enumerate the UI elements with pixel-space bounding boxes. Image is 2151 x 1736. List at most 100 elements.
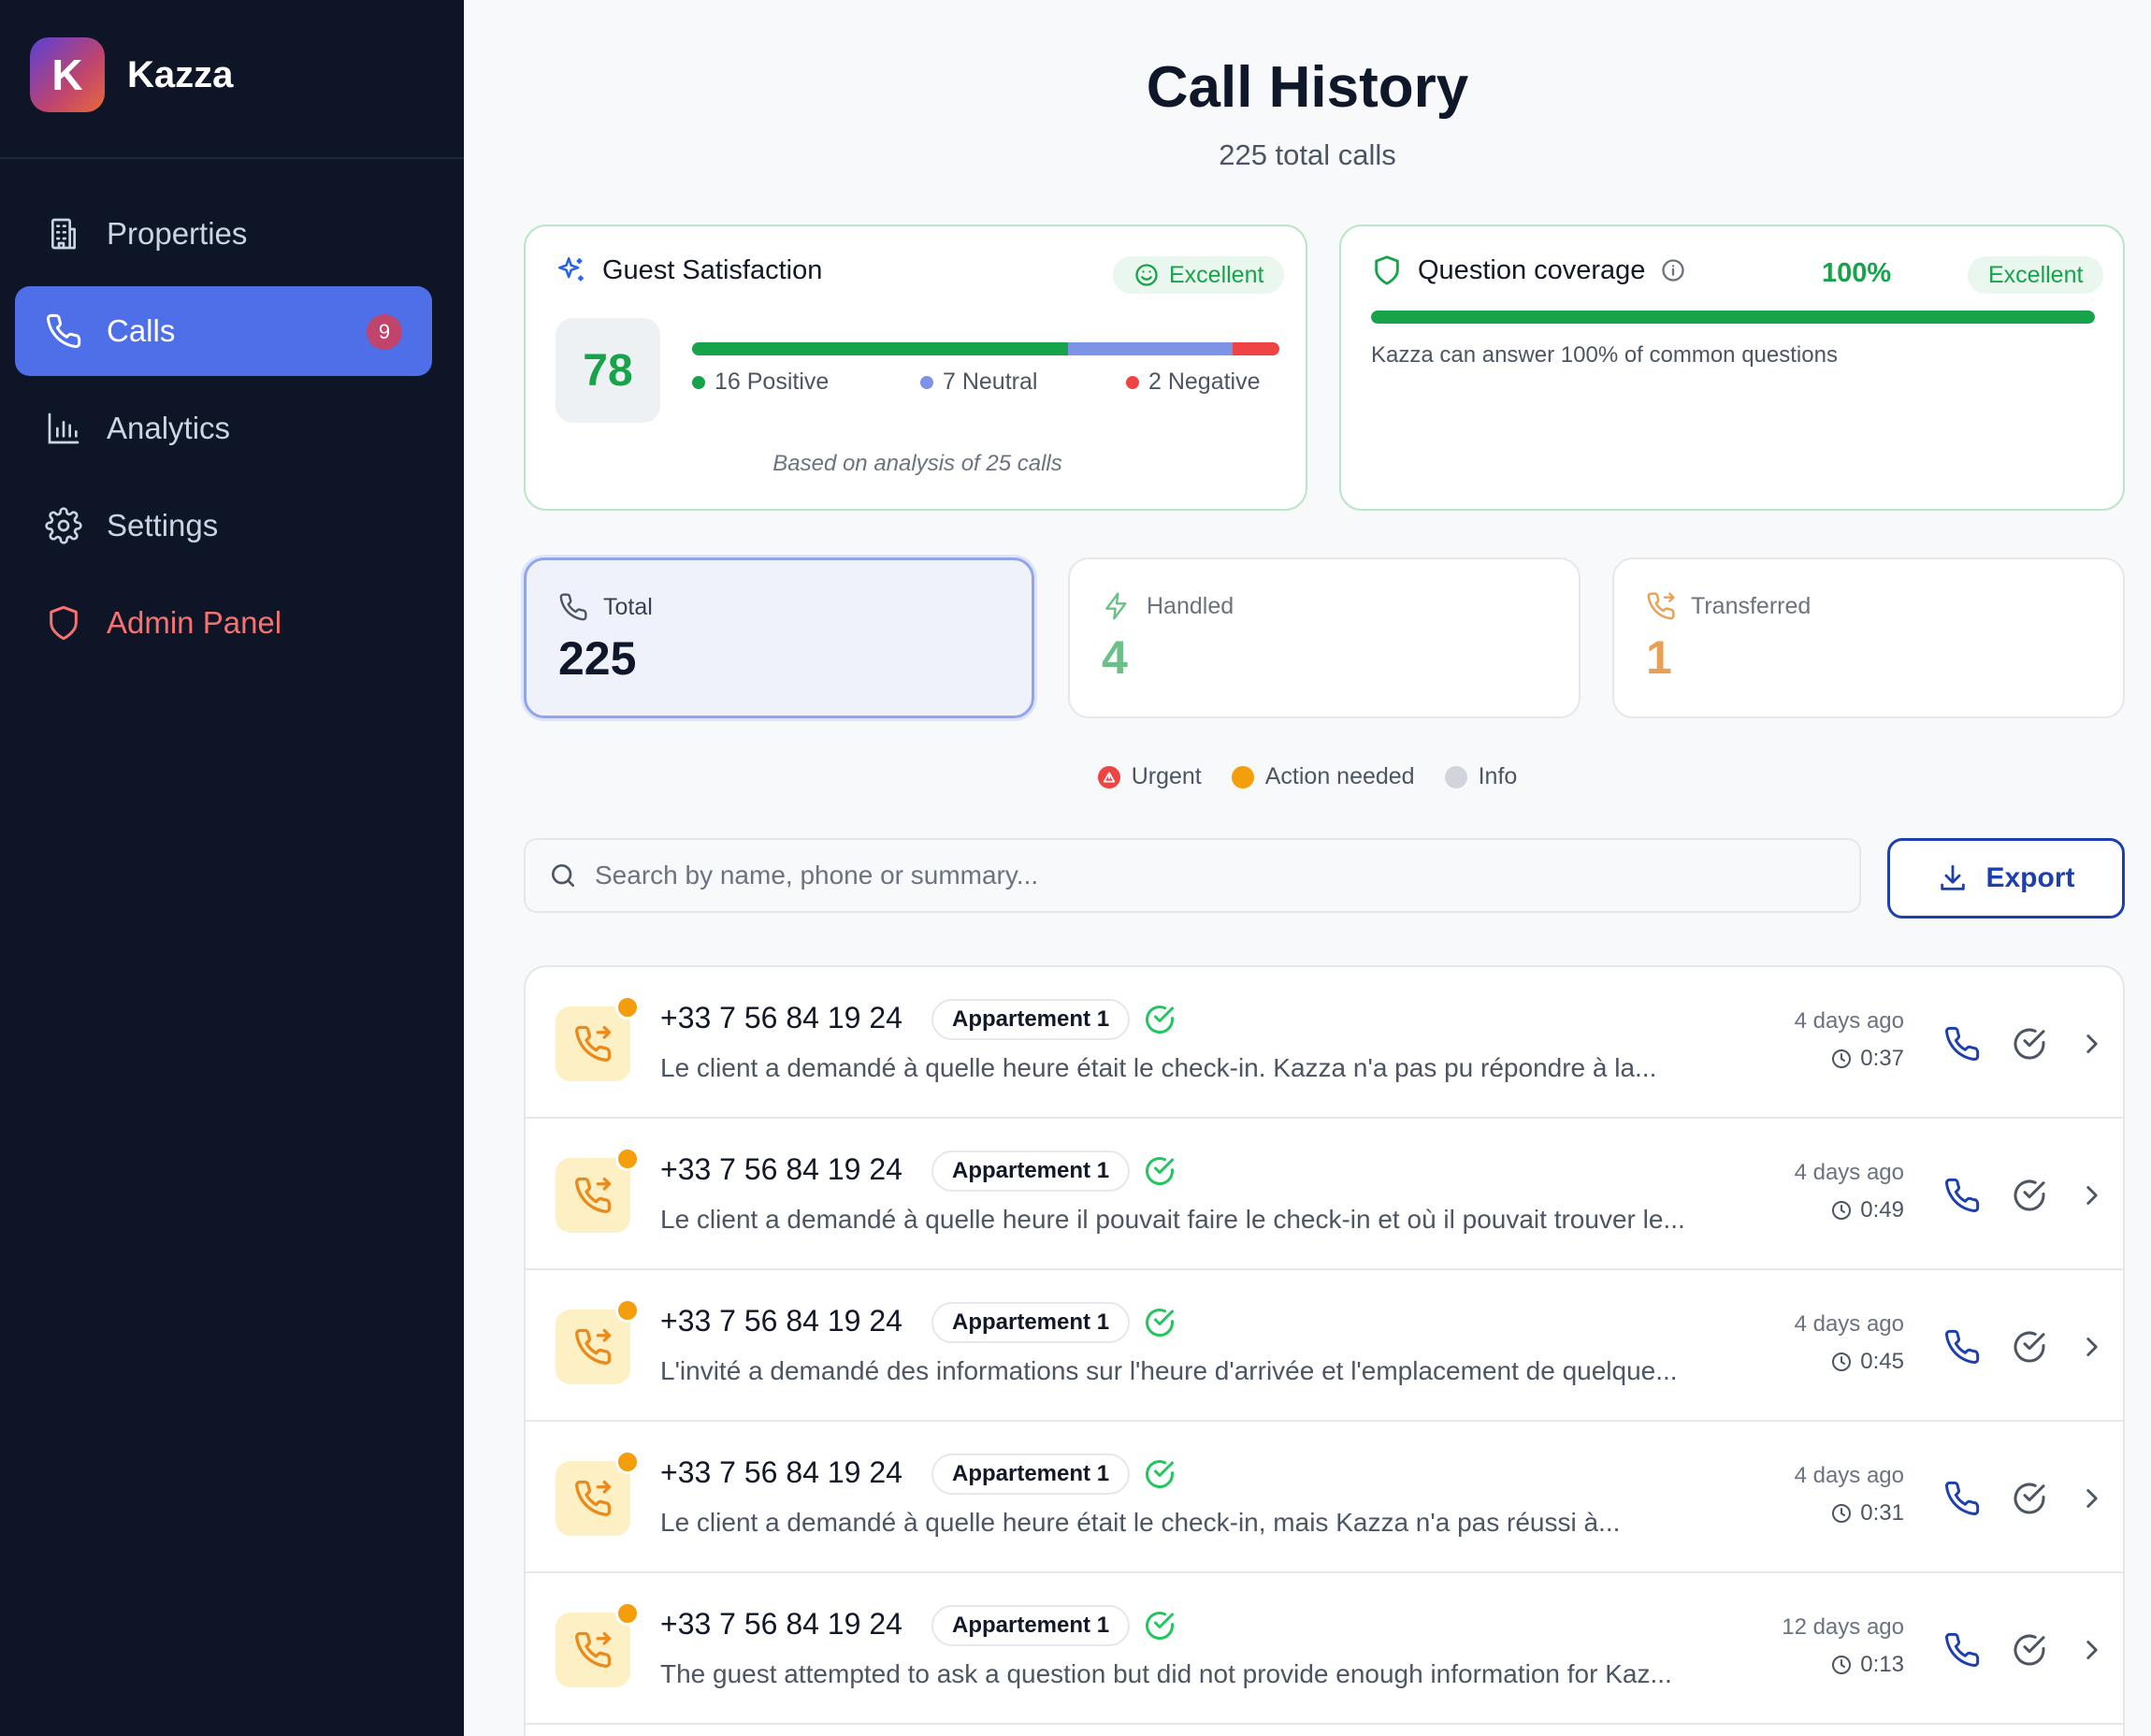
positive-label: 16 Positive [715,369,830,395]
stat-card-handled[interactable]: Handled 4 [1068,557,1581,718]
call-phone: +33 7 56 84 19 24 [660,1607,902,1641]
property-tag: Appartement 1 [931,1150,1131,1192]
rating-label: Excellent [1988,261,2084,288]
stat-card-total[interactable]: Total 225 [524,557,1034,718]
lightning-icon [1105,592,1127,620]
bar-chart-icon [48,412,79,444]
brand-name: Kazza [127,53,234,95]
call-type-badge [556,1006,630,1081]
brand[interactable]: K Kazza [30,37,233,112]
mark-done-icon[interactable] [2011,1631,2048,1669]
chevron-right-icon[interactable] [2076,1028,2108,1060]
search-input[interactable] [595,861,1811,890]
coverage-bar [1371,311,2095,324]
legend-label: Action needed [1264,763,1415,789]
call-row[interactable]: +33 7 56 84 19 24 Appartement 1 Le clien… [526,967,2123,1119]
chevron-right-icon[interactable] [2076,1634,2108,1666]
chevron-right-icon[interactable] [2076,1331,2108,1363]
search-icon [552,864,574,887]
stat-label: Handled [1102,591,1234,621]
sidebar-item-settings[interactable]: Settings [15,481,432,571]
mark-done-icon[interactable] [2011,1480,2048,1517]
check-circle-icon [1146,1005,1174,1034]
call-type-badge [556,1613,630,1687]
sidebar-item-label: Settings [107,508,219,542]
card-title: Question coverage [1418,254,1646,285]
stat-label: Transferred [1646,591,1811,621]
action-needed-dot [615,995,640,1020]
chevron-right-icon[interactable] [2076,1483,2108,1514]
call-row[interactable]: +33 7 56 84 19 24 Appartement 1 The gues… [526,1573,2123,1725]
sidebar-divider [0,157,464,159]
sidebar-item-analytics[interactable]: Analytics [15,383,432,473]
phone-forward-icon [575,1025,612,1062]
call-duration: 0:49 [1830,1197,1904,1223]
sidebar-item-calls[interactable]: Calls 9 [15,286,432,376]
sidebar-item-label: Properties [107,216,248,251]
building-icon [51,218,76,250]
call-duration: 0:31 [1830,1500,1904,1526]
info-dot [1444,765,1467,788]
clock-icon [1832,1353,1852,1371]
check-circle-icon [1146,1612,1174,1640]
call-phone: +33 7 56 84 19 24 [660,1455,902,1489]
satisfaction-rating-badge: Excellent [1113,256,1285,294]
neutral-label: 7 Neutral [943,369,1038,395]
coverage-rating-badge: Excellent [1968,256,2104,294]
call-row[interactable]: +33 7 56 84 19 24 Appartement 1 Le clien… [526,1422,2123,1573]
call-back-icon[interactable] [1943,1328,1981,1366]
call-back-icon[interactable] [1943,1025,1981,1063]
legend-urgent: Urgent [1097,763,1202,790]
call-back-icon[interactable] [1943,1177,1981,1214]
call-type-badge [556,1461,630,1536]
call-phone: +33 7 56 84 19 24 [660,1152,902,1186]
call-phone: +33 7 56 84 19 24 [660,1304,902,1338]
main-content: Call History 225 total calls Guest Satis… [464,0,2151,1736]
duration-text: 0:13 [1860,1652,1904,1677]
chevron-right-icon[interactable] [2076,1179,2108,1211]
action-needed-dot [615,1450,640,1474]
card-header: Guest Satisfaction [556,254,822,286]
guest-satisfaction-card: Guest Satisfaction Excellent 78 16 Posit… [524,224,1307,511]
call-time: 4 days ago [1794,1311,1904,1337]
check-circle-icon [1146,1157,1174,1185]
stat-card-transferred[interactable]: Transferred 1 [1612,557,2125,718]
export-button[interactable]: Export [1887,838,2125,919]
warning-icon [1097,765,1120,788]
call-duration: 0:13 [1830,1652,1904,1678]
neutral-dot [920,375,933,389]
legend-neutral: 7 Neutral [920,369,1037,396]
call-row[interactable]: +33 7 56 84 19 24 Appartement 1 Le clien… [526,1119,2123,1270]
call-summary: The guest attempted to ask a question bu… [660,1659,1672,1688]
positive-dot [692,375,705,389]
property-tag: Appartement 1 [931,1454,1131,1495]
brand-logo: K [30,37,105,112]
duration-text: 0:37 [1860,1046,1904,1071]
call-back-icon[interactable] [1943,1631,1981,1669]
call-back-icon[interactable] [1943,1480,1981,1517]
mark-done-icon[interactable] [2011,1177,2048,1214]
call-type-badge [556,1309,630,1384]
check-circle-icon [1146,1460,1174,1488]
negative-dot [1126,375,1139,389]
property-tag: Appartement 1 [931,1605,1131,1646]
call-duration: 0:45 [1830,1349,1904,1375]
phone-forward-icon [575,1480,612,1516]
stat-value: 4 [1102,631,1128,684]
priority-legend: Urgent Action needed Info [464,763,2151,790]
call-time: 12 days ago [1782,1614,1904,1640]
call-row[interactable]: +33 7 56 84 19 24 Appartement 1 L'invité… [526,1270,2123,1422]
page-subtitle: 225 total calls [1219,138,1396,171]
clock-icon [1832,1201,1852,1220]
sidebar-item-label: Analytics [107,411,231,445]
stat-label-text: Total [603,593,653,620]
phone-icon [47,313,81,348]
mark-done-icon[interactable] [2011,1025,2048,1063]
sidebar-item-properties[interactable]: Properties [15,189,432,279]
phone-forward-icon [575,1328,612,1365]
mark-done-icon[interactable] [2011,1328,2048,1366]
call-summary: L'invité a demandé des informations sur … [660,1356,1678,1385]
sidebar-item-admin-panel[interactable]: Admin Panel [15,578,432,668]
info-icon[interactable] [1660,257,1686,283]
sentiment-bar [692,342,1279,355]
